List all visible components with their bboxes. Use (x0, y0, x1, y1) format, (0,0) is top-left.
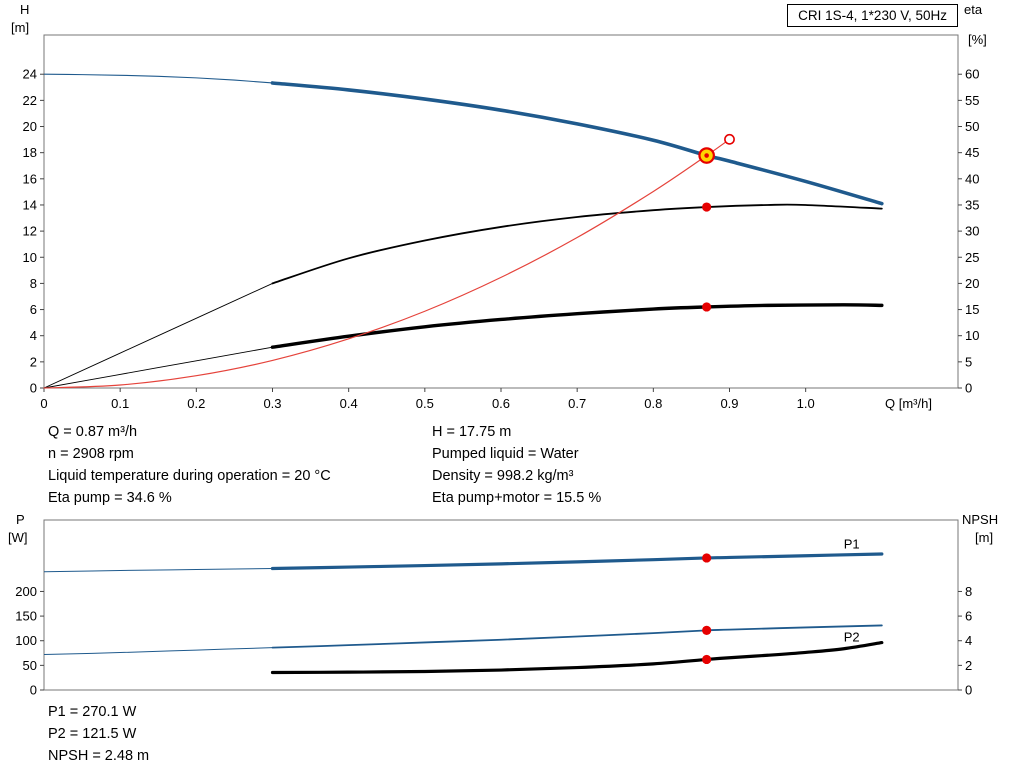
y-right-tick-label: 35 (965, 197, 979, 212)
result-p1: P1 = 270.1 W (48, 704, 137, 720)
x-tick-label: 0.9 (720, 396, 738, 411)
eta-pump-motor-curve (270, 303, 884, 349)
y-right-axis-label: eta (964, 2, 983, 17)
y-right-tick-label: 4 (965, 633, 972, 648)
p2-curve (271, 624, 883, 649)
duty-info-left: Q = 0.87 m³/h n = 2908 rpm Liquid temper… (48, 421, 331, 509)
y-left-axis-label: P (16, 512, 25, 527)
y-right-tick-label: 10 (965, 328, 979, 343)
y-left-tick-label: 12 (23, 224, 37, 239)
y-left-tick-label: 200 (15, 584, 37, 599)
y-left-tick-label: 50 (23, 658, 37, 673)
y-left-tick-label: 18 (23, 145, 37, 160)
info-eta-pump-motor: Eta pump+motor = 15.5 % (432, 490, 602, 506)
y-left-tick-label: 2 (30, 354, 37, 369)
eta-pump-curve-lead (43, 282, 273, 389)
y-right-tick-label: 15 (965, 302, 979, 317)
info-speed: n = 2908 rpm (48, 446, 134, 462)
x-tick-label: 0.1 (111, 396, 129, 411)
y-right-tick-label: 55 (965, 93, 979, 108)
y-right-tick-label: 30 (965, 224, 979, 239)
p1-curve-lead (43, 568, 273, 573)
npsh-curve (270, 640, 884, 675)
duty-info-right: H = 17.75 m Pumped liquid = Water Densit… (432, 421, 601, 509)
y-right-tick-label: 6 (965, 609, 972, 624)
y-right-tick-label: 20 (965, 276, 979, 291)
y-right-axis-unit: [%] (968, 32, 987, 47)
x-tick-label: 0.7 (568, 396, 586, 411)
info-flow: Q = 0.87 m³/h (48, 424, 138, 440)
y-right-tick-label: 60 (965, 67, 979, 82)
y-left-tick-label: 20 (23, 119, 37, 134)
y-right-tick-label: 45 (965, 145, 979, 160)
y-right-tick-label: 25 (965, 250, 979, 265)
y-left-tick-label: 14 (23, 197, 37, 212)
y-right-axis-label: NPSH (962, 512, 998, 527)
y-left-tick-label: 6 (30, 302, 37, 317)
qh-eta-chart: 0246810121416182022240510152025303540455… (11, 2, 987, 411)
y-right-tick-label: 0 (965, 683, 972, 698)
y-left-axis-unit: [W] (8, 530, 28, 545)
y-left-axis-unit: [m] (11, 20, 29, 35)
p1-curve (270, 552, 884, 571)
y-left-tick-label: 4 (30, 328, 37, 343)
y-left-axis-label: H (20, 2, 29, 17)
eta-pump-duty-point (702, 202, 712, 212)
y-right-axis-unit: [m] (975, 530, 993, 545)
y-left-tick-label: 10 (23, 250, 37, 265)
x-tick-label: 0.5 (416, 396, 434, 411)
power-npsh-chart: 0 50 100 150 200 0 2 4 6 8 P [W] NPSH [m] P1 P2 (8, 512, 998, 698)
p1-curve-label: P1 (844, 537, 860, 552)
x-axis-label: Q [m³/h] (885, 396, 932, 411)
plot-border (43, 519, 959, 691)
info-density: Density = 998.2 kg/m³ (432, 468, 574, 484)
y-left-tick-label: 150 (15, 609, 37, 624)
p2-curve-label: P2 (844, 630, 860, 645)
plot-border (43, 34, 959, 389)
y-left-tick-label: 24 (23, 67, 37, 82)
x-tick-label: 0.6 (492, 396, 510, 411)
y-right-tick-label: 40 (965, 171, 979, 186)
y-right-tick-label: 2 (965, 658, 972, 673)
info-liquid-temperature: Liquid temperature during operation = 20… (48, 468, 331, 484)
y-right-tick-label: 8 (965, 584, 972, 599)
x-tick-label: 0.3 (263, 396, 281, 411)
info-eta-pump: Eta pump = 34.6 % (48, 490, 172, 506)
pump-title-box: CRI 1S-4, 1*230 V, 50Hz (787, 4, 958, 27)
result-p2: P2 = 121.5 W (48, 726, 137, 742)
eta-pump-motor-duty-point (702, 302, 712, 312)
x-tick-label: 0.8 (644, 396, 662, 411)
y-left-tick-label: 0 (30, 381, 37, 396)
system-curve (43, 138, 731, 389)
y-left-tick-label: 8 (30, 276, 37, 291)
y-left-tick-label: 0 (30, 683, 37, 698)
p2-curve-lead (43, 647, 273, 656)
p2-duty-point (702, 625, 712, 635)
system-curve-end-point (724, 133, 735, 145)
head-curve (270, 81, 884, 206)
y-right-tick-label: 0 (965, 381, 972, 396)
y-left-tick-label: 100 (15, 633, 37, 648)
result-npsh: NPSH = 2.48 m (48, 748, 150, 764)
results-block: P1 = 270.1 W P2 = 121.5 W NPSH = 2.48 m (48, 701, 149, 767)
head-curve-lead (43, 73, 273, 84)
y-left-tick-label: 16 (23, 171, 37, 186)
npsh-duty-point (702, 654, 712, 665)
x-tick-label: 1.0 (797, 396, 815, 411)
y-right-tick-label: 5 (965, 354, 972, 369)
y-right-tick-label: 50 (965, 119, 979, 134)
eta-pump-curve (271, 203, 883, 285)
x-tick-label: 0.2 (187, 396, 205, 411)
x-tick-label: 0.4 (340, 396, 358, 411)
info-pumped-liquid: Pumped liquid = Water (432, 446, 579, 462)
x-tick-label: 0 (40, 396, 47, 411)
p1-duty-point (702, 553, 712, 563)
pump-title: CRI 1S-4, 1*230 V, 50Hz (798, 8, 947, 23)
duty-point-center (704, 153, 709, 158)
y-left-tick-label: 22 (23, 93, 37, 108)
eta-pump-motor-curve-lead (43, 346, 273, 389)
info-head: H = 17.75 m (432, 424, 512, 440)
